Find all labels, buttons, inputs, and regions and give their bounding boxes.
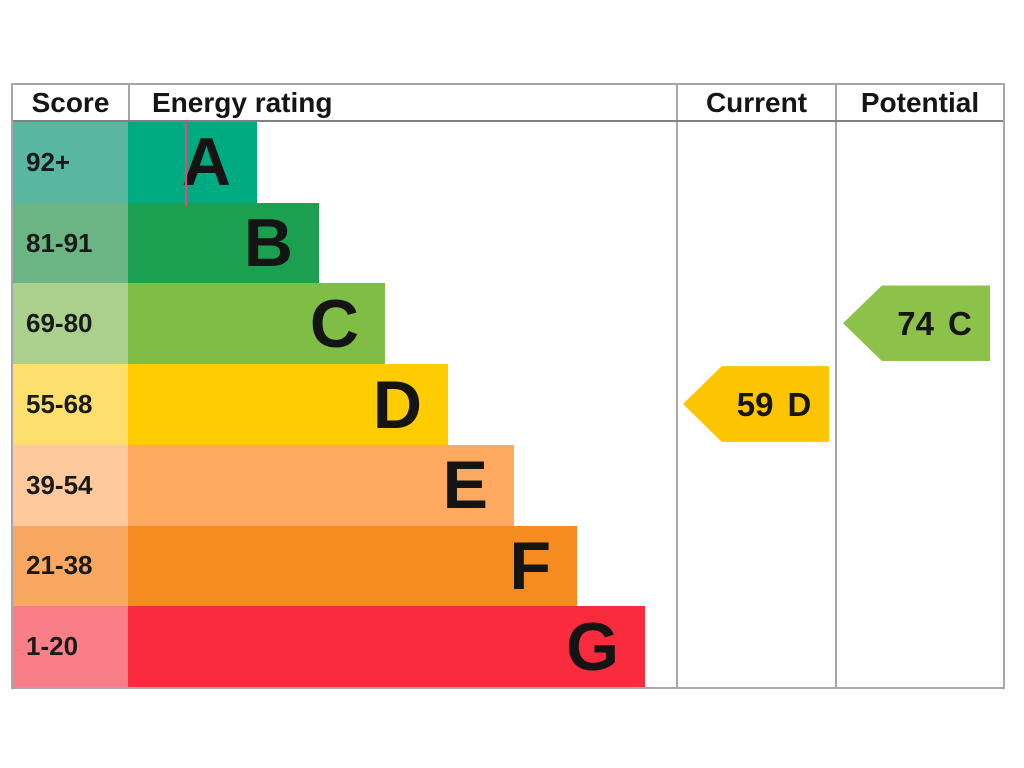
header-energy-rating: Energy rating (152, 86, 333, 118)
pink-cursor-artifact (185, 120, 187, 206)
score-cell: 92+ (13, 122, 128, 203)
score-range-label: 92+ (26, 146, 71, 177)
band-row-f: 21-38 F (13, 525, 1003, 607)
potential-cell (835, 122, 1003, 203)
rating-bar: G (128, 606, 645, 688)
potential-rating-band: C (947, 304, 972, 342)
band-row-a: 92+ A (13, 122, 1003, 203)
band-row-c: 69-80 C 74 C (13, 283, 1003, 365)
header-score: Score (13, 85, 130, 120)
score-range-label: 1-20 (26, 631, 79, 662)
header-current: Current (676, 85, 835, 120)
table-header-row: Score Energy rating Current Potential (13, 85, 1003, 122)
current-cell (676, 525, 835, 607)
current-cell (676, 606, 835, 688)
energy-rating-cell: C (128, 283, 676, 365)
score-range-label: 81-91 (26, 227, 93, 258)
current-rating-band: D (787, 385, 812, 423)
current-cell (676, 202, 835, 284)
potential-cell (835, 525, 1003, 607)
potential-cell (835, 606, 1003, 688)
score-range-label: 55-68 (26, 389, 93, 420)
rating-bar: B (128, 202, 319, 284)
score-cell: 81-91 (13, 202, 128, 284)
energy-rating-cell: D (128, 364, 676, 445)
epc-rating-table: Score Energy rating Current Potential 92… (11, 83, 1005, 689)
energy-rating-cell: B (128, 202, 676, 284)
score-cell: 55-68 (13, 364, 128, 445)
potential-rating-value: 74 (897, 304, 934, 342)
band-row-b: 81-91 B (13, 202, 1003, 284)
rating-letter: F (509, 527, 551, 604)
rating-bar: C (128, 283, 385, 365)
band-row-d: 55-68 D 59 D (13, 364, 1003, 445)
current-rating-arrow: 59 D (683, 366, 829, 442)
score-range-label: 21-38 (26, 550, 93, 581)
rating-letter: B (243, 205, 293, 282)
potential-cell (835, 364, 1003, 445)
score-range-label: 69-80 (26, 308, 93, 339)
rating-letter: E (442, 447, 488, 524)
rating-bar: A (128, 122, 257, 203)
current-cell (676, 122, 835, 203)
rating-letter: C (309, 285, 359, 362)
potential-rating-arrow: 74 C (843, 285, 990, 362)
current-cell (676, 444, 835, 526)
current-cell: 59 D (676, 364, 835, 445)
header-potential: Potential (835, 85, 1003, 120)
band-row-g: 1-20 G (13, 606, 1003, 688)
potential-cell (835, 202, 1003, 284)
score-cell: 21-38 (13, 525, 128, 607)
rating-letter: G (566, 608, 619, 685)
band-row-e: 39-54 E (13, 444, 1003, 526)
energy-rating-cell: F (128, 525, 676, 607)
rating-bar: D (128, 364, 448, 445)
current-rating-value: 59 (736, 385, 774, 423)
rating-bar: E (128, 444, 514, 526)
energy-rating-cell: A (128, 122, 676, 203)
energy-rating-cell: G (128, 606, 676, 688)
potential-cell (835, 444, 1003, 526)
rating-letter: A (181, 124, 231, 201)
score-cell: 39-54 (13, 444, 128, 526)
potential-cell: 74 C (835, 283, 1003, 365)
rating-bar: F (128, 525, 577, 607)
energy-rating-cell: E (128, 444, 676, 526)
score-range-label: 39-54 (26, 469, 93, 500)
rating-letter: D (372, 366, 422, 443)
score-cell: 1-20 (13, 606, 128, 688)
score-cell: 69-80 (13, 283, 128, 365)
current-cell (676, 283, 835, 365)
